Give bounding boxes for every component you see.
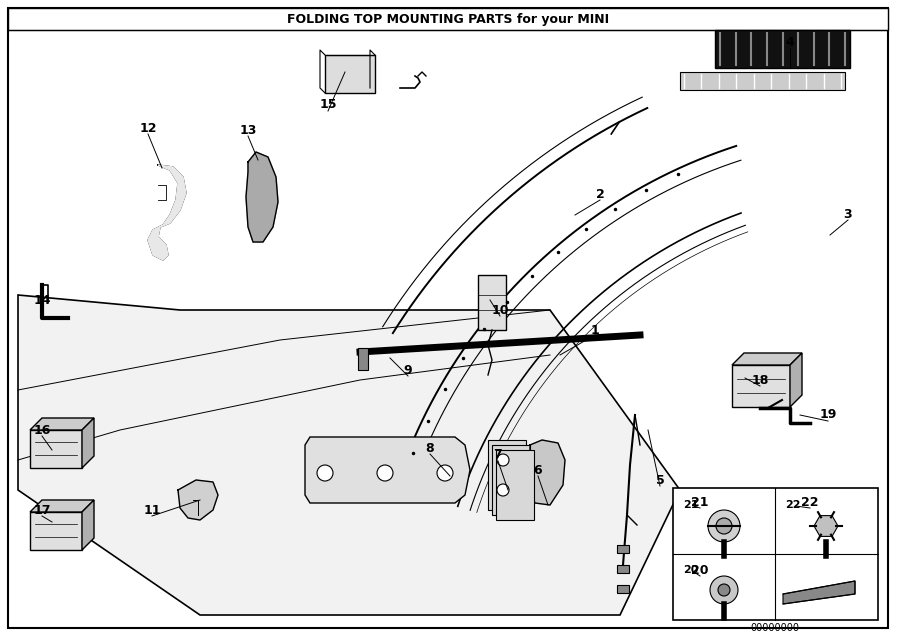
Text: 15: 15 [320, 99, 337, 111]
Text: 21: 21 [691, 495, 709, 509]
Text: 8: 8 [426, 441, 435, 455]
Polygon shape [178, 480, 218, 520]
Text: 20: 20 [683, 565, 698, 575]
Circle shape [716, 518, 732, 534]
Polygon shape [148, 165, 186, 260]
Bar [673, 488, 878, 620]
Polygon shape [305, 437, 470, 503]
Text: 4: 4 [786, 36, 795, 48]
Bar [30, 430, 82, 468]
Text: 10: 10 [491, 303, 508, 317]
Text: 9: 9 [404, 364, 412, 377]
Text: 5: 5 [655, 473, 664, 487]
Polygon shape [732, 353, 802, 365]
Text: 19: 19 [819, 408, 837, 422]
Bar [358, 348, 368, 370]
Text: 13: 13 [239, 123, 256, 137]
Text: FOLDING TOP MOUNTING PARTS for your MINI: FOLDING TOP MOUNTING PARTS for your MINI [287, 13, 609, 25]
Text: 14: 14 [33, 293, 50, 307]
Polygon shape [783, 581, 855, 604]
Circle shape [437, 465, 453, 481]
Polygon shape [30, 418, 94, 430]
Polygon shape [246, 152, 278, 242]
Polygon shape [814, 516, 838, 536]
Polygon shape [18, 295, 680, 615]
Circle shape [377, 465, 393, 481]
Text: 11: 11 [143, 504, 161, 516]
Polygon shape [82, 418, 94, 468]
Text: 20: 20 [691, 563, 709, 576]
Text: 12: 12 [140, 121, 157, 134]
Circle shape [718, 584, 730, 596]
Text: 2: 2 [596, 188, 605, 202]
Text: 22: 22 [801, 495, 819, 509]
Bar [732, 365, 790, 407]
Polygon shape [82, 500, 94, 550]
Circle shape [710, 576, 738, 604]
Circle shape [317, 465, 333, 481]
Text: 6: 6 [534, 464, 543, 476]
Circle shape [497, 454, 509, 466]
Text: 00000000: 00000000 [751, 623, 799, 633]
Bar [617, 585, 629, 593]
Text: 18: 18 [752, 373, 769, 387]
Bar [492, 445, 530, 515]
Text: 1: 1 [590, 324, 599, 336]
Bar [488, 440, 526, 510]
Bar [325, 55, 375, 93]
Polygon shape [790, 353, 802, 407]
Bar [680, 72, 845, 90]
Bar [617, 565, 629, 573]
Text: 7: 7 [493, 448, 502, 462]
Bar [30, 512, 82, 550]
Bar [496, 450, 534, 520]
Bar [715, 30, 850, 68]
Text: 21: 21 [683, 500, 698, 510]
Text: 3: 3 [843, 209, 852, 221]
Polygon shape [30, 500, 94, 512]
Bar [478, 275, 506, 330]
Bar [8, 8, 888, 30]
Bar [617, 545, 629, 553]
Circle shape [708, 510, 740, 542]
Text: 17: 17 [33, 504, 50, 516]
Circle shape [497, 484, 509, 496]
Text: 22: 22 [785, 500, 800, 510]
Polygon shape [528, 440, 565, 505]
Text: 16: 16 [33, 424, 50, 436]
